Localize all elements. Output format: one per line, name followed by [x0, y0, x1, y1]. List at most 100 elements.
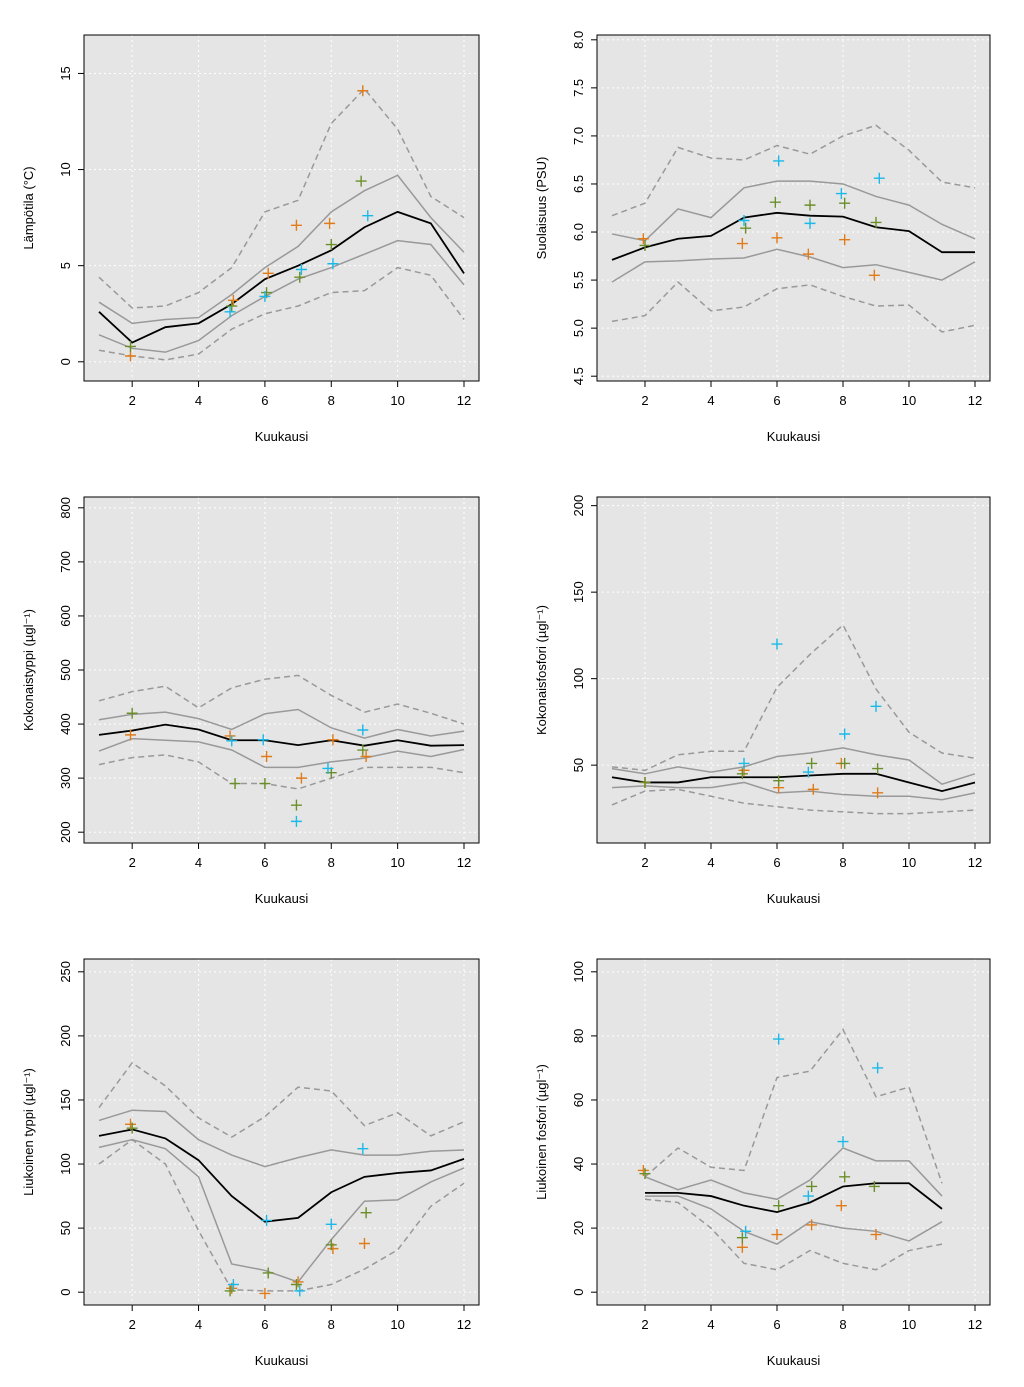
series-line-extreme	[611, 124, 976, 217]
data-point-orange	[125, 350, 137, 362]
data-point-blue	[327, 258, 339, 270]
chart-panel-5: 2 4 6 8 10 12 0 50 100 150 200 250 Kuukausi Liukoinen…	[21, 958, 480, 1368]
plot-area	[597, 959, 990, 1305]
x-tick-label: 2	[641, 1317, 648, 1332]
data-point-green	[126, 1122, 138, 1134]
data-point-blue	[224, 306, 236, 318]
data-point-orange	[262, 267, 274, 279]
data-point-blue	[738, 214, 750, 226]
data-point-green	[360, 1207, 372, 1219]
y-axis-label: Liukoinen fosfori (µgl⁻¹)	[534, 1064, 549, 1200]
data-point-orange	[807, 783, 819, 795]
x-tick-label: 12	[457, 1317, 471, 1332]
x-tick-label: 4	[707, 1317, 714, 1332]
data-point-orange	[259, 1287, 271, 1299]
x-tick-label: 4	[195, 393, 202, 408]
data-point-green	[839, 1171, 851, 1183]
plot-frame	[596, 496, 991, 844]
chart-panel-6: 2 4 6 8 10 12 0 20 40 60 80 100 Kuukausi Liukoinen fo…	[534, 958, 991, 1368]
data-point-green	[804, 199, 816, 211]
y-tick-label: 60	[571, 1093, 586, 1107]
data-point-blue	[259, 290, 271, 302]
data-point-blue	[294, 1285, 306, 1297]
series-line-median	[98, 723, 465, 747]
y-tick-label: 7.0	[571, 127, 586, 145]
data-point-orange	[872, 787, 884, 799]
x-tick-label: 4	[195, 1317, 202, 1332]
series-line-quartile	[611, 781, 976, 801]
plot-frame	[83, 958, 480, 1306]
series-line-extreme	[98, 1061, 465, 1138]
x-tick-label: 4	[707, 393, 714, 408]
series-line-extreme	[98, 1138, 465, 1292]
series-line-quartile	[645, 1195, 943, 1245]
x-tick-label: 8	[839, 1317, 846, 1332]
y-tick-label: 600	[58, 605, 73, 627]
data-point-green	[740, 222, 752, 234]
y-tick-label: 150	[571, 581, 586, 603]
y-tick-label: 15	[58, 66, 73, 80]
series-line-extreme	[98, 87, 465, 309]
y-tick-label: 6.5	[571, 175, 586, 193]
x-tick-label: 8	[328, 855, 335, 870]
series-line-extreme	[611, 788, 976, 815]
data-point-green	[262, 1267, 274, 1279]
data-point-green	[290, 799, 302, 811]
y-tick-label: 200	[58, 821, 73, 843]
data-point-orange	[771, 1229, 783, 1241]
y-tick-label: 0	[58, 358, 73, 365]
x-tick-label: 10	[390, 393, 404, 408]
plot-frame	[596, 958, 991, 1306]
data-point-blue	[227, 1279, 239, 1290]
y-tick-label: 100	[571, 961, 586, 983]
y-axis-label: Liukoinen typpi (µgl⁻¹)	[21, 1068, 36, 1196]
data-point-orange	[736, 238, 748, 250]
data-point-orange	[870, 1229, 882, 1241]
series-line-quartile	[98, 1109, 465, 1168]
data-point-green	[769, 196, 781, 208]
y-tick-label: 400	[58, 713, 73, 735]
x-tick-label: 6	[261, 855, 268, 870]
y-tick-label: 50	[58, 1221, 73, 1235]
x-tick-label: 12	[457, 855, 471, 870]
x-axis-label: Kuukausi	[767, 1353, 821, 1368]
x-tick-label: 6	[261, 1317, 268, 1332]
data-point-green	[325, 1239, 337, 1251]
y-axis-label: Suolaisuus (PSU)	[534, 157, 549, 260]
data-point-blue	[261, 1214, 273, 1226]
data-point-orange	[327, 734, 339, 746]
series-line-quartile	[611, 180, 976, 242]
x-tick-label: 12	[968, 393, 982, 408]
x-tick-label: 8	[328, 393, 335, 408]
y-tick-label: 250	[58, 961, 73, 983]
series-line-extreme	[98, 754, 465, 790]
data-point-green	[226, 300, 238, 312]
y-tick-label: 6.0	[571, 223, 586, 241]
y-tick-label: 150	[58, 1089, 73, 1111]
x-tick-label: 2	[129, 393, 136, 408]
data-point-blue	[738, 757, 750, 769]
data-point-blue	[325, 1218, 337, 1230]
y-tick-label: 100	[571, 668, 586, 690]
x-tick-label: 6	[773, 1317, 780, 1332]
data-point-green	[639, 776, 651, 788]
data-point-blue	[870, 700, 882, 712]
data-point-blue	[839, 728, 851, 740]
series-line-quartile	[644, 1147, 943, 1201]
data-point-blue	[773, 155, 785, 167]
plot-area	[84, 959, 479, 1305]
data-point-green	[639, 1168, 651, 1180]
y-tick-label: 5.5	[571, 271, 586, 289]
data-point-blue	[771, 638, 783, 650]
data-point-blue	[362, 210, 374, 222]
y-tick-label: 200	[571, 495, 586, 517]
data-point-orange	[802, 248, 814, 260]
y-axis-label: Lämpötila (°C)	[21, 166, 36, 249]
data-point-green	[839, 197, 851, 209]
y-tick-label: 8.0	[571, 31, 586, 49]
data-point-green	[125, 340, 137, 352]
series-line-median	[98, 210, 465, 344]
y-tick-label: 500	[58, 659, 73, 681]
data-point-blue	[804, 217, 816, 229]
